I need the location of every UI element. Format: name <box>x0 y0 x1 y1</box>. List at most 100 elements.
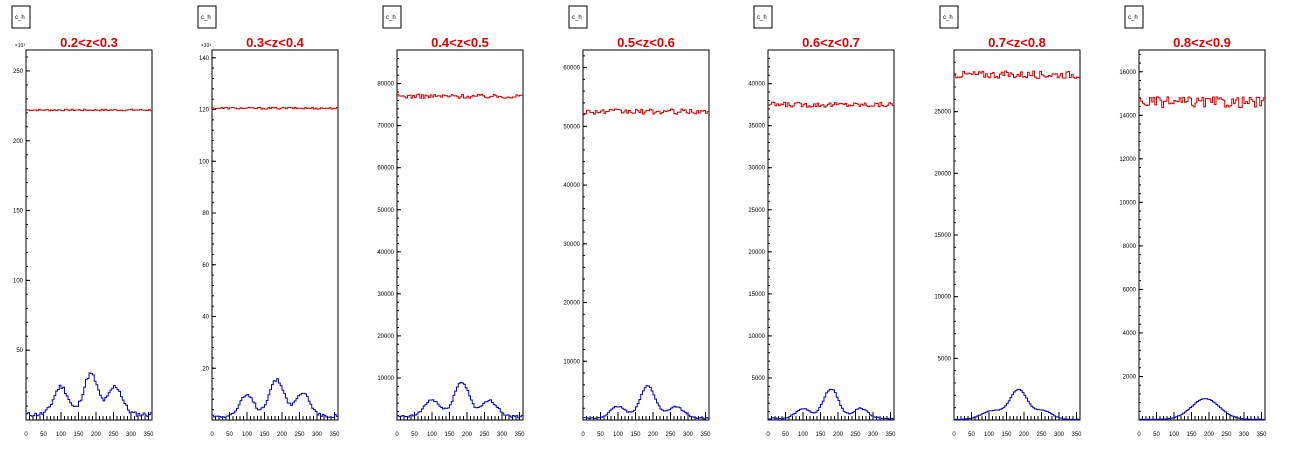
y-tick-label: 10000 <box>377 376 394 382</box>
y-tick-label: 4000 <box>1123 331 1137 337</box>
series-line-top <box>212 106 338 110</box>
chart-panel-3: c_h 0.4<z<0.5 0 50 100 150 200 250 300 350 10000 20… <box>377 5 525 438</box>
x-tick-label: 250 <box>665 432 676 438</box>
series-line-bottom <box>212 378 338 419</box>
x-tick-label: 0 <box>766 432 770 438</box>
x-tick-label: 200 <box>1204 432 1215 438</box>
chart-panel-2: c_h 0.3<z<0.4 ×10³ 0 50 100 150 200 250 300 350 20 4… <box>197 5 340 438</box>
x-tick-label: 350 <box>329 432 340 438</box>
x-tick-label: 300 <box>126 432 137 438</box>
series-line-bottom <box>954 388 1080 421</box>
x-tick-label: 150 <box>444 432 455 438</box>
x-tick-label: 200 <box>833 432 844 438</box>
x-tick-label: 150 <box>259 432 270 438</box>
x-tick-label: 350 <box>700 432 711 438</box>
y-tick-label: 140 <box>199 56 210 62</box>
chart-title: 0.4<z<0.5 <box>431 35 489 50</box>
chart-panel-7: c_h 0.8<z<0.9 0 50 100 150 200 250 300 350 2000 400… <box>1119 5 1267 438</box>
stat-box-label: c_h <box>15 15 25 21</box>
stat-box: c_h <box>753 5 773 29</box>
stat-box-frame <box>568 5 588 29</box>
series-line-top <box>397 93 523 99</box>
x-tick-label: 0 <box>581 432 585 438</box>
y-tick-label: 6000 <box>1123 287 1137 293</box>
plot-frame <box>25 49 153 421</box>
y-tick-label: 40000 <box>377 250 394 256</box>
x-tick-label: 0 <box>1137 432 1141 438</box>
plot-frame <box>953 49 1081 421</box>
stat-box-label: c_h <box>386 15 396 21</box>
y-tick-label: 10000 <box>748 334 765 340</box>
y-tick-label: 150 <box>13 209 24 215</box>
series-line-bottom <box>583 385 709 420</box>
x-tick-label: 250 <box>850 432 861 438</box>
x-tick-label: 150 <box>630 432 641 438</box>
chart-panel-1: c_h 0.2<z<0.3 ×10³ 0 50 100 150 200 250 300 350 50 1… <box>11 5 154 438</box>
stat-box-label: c_h <box>757 15 767 21</box>
stat-box-frame <box>1124 5 1144 29</box>
y-exponent-label: ×10³ <box>15 43 25 49</box>
stat-box-label: c_h <box>572 15 582 21</box>
x-tick-label: 300 <box>312 432 323 438</box>
y-tick-label: 30000 <box>563 242 580 248</box>
y-tick-label: 80000 <box>377 82 394 88</box>
series-line-bottom <box>1139 398 1265 421</box>
y-tick-label: 100 <box>13 278 24 284</box>
y-tick-label: 15000 <box>748 292 765 298</box>
y-tick-label: 5000 <box>938 356 952 362</box>
x-tick-label: 200 <box>91 432 102 438</box>
x-tick-label: 0 <box>395 432 399 438</box>
y-tick-label: 25000 <box>934 110 951 116</box>
x-tick-label: 250 <box>1036 432 1047 438</box>
y-tick-label: 60 <box>202 263 209 269</box>
chart-panel-6: c_h 0.7<z<0.8 0 50 100 150 200 250 300 350 5000 100… <box>934 5 1082 438</box>
y-tick-label: 30000 <box>748 166 765 172</box>
y-tick-label: 250 <box>13 69 24 75</box>
stat-box-frame <box>939 5 959 29</box>
x-tick-label: 350 <box>514 432 525 438</box>
stat-box-frame <box>197 5 217 29</box>
y-tick-label: 70000 <box>377 124 394 130</box>
x-tick-label: 250 <box>294 432 305 438</box>
x-tick-label: 150 <box>815 432 826 438</box>
x-tick-label: 50 <box>968 432 975 438</box>
chart-title: 0.2<z<0.3 <box>60 35 118 50</box>
y-tick-label: 20000 <box>377 334 394 340</box>
stat-box-frame <box>11 5 31 29</box>
x-tick-label: 200 <box>1019 432 1030 438</box>
y-tick-label: 35000 <box>748 124 765 130</box>
series-line-top <box>583 108 709 115</box>
y-tick-label: 10000 <box>934 295 951 301</box>
series-line-top <box>954 70 1080 79</box>
x-tick-label: 350 <box>885 432 896 438</box>
chart-title: 0.7<z<0.8 <box>988 35 1046 50</box>
x-tick-label: 250 <box>1221 432 1232 438</box>
stat-box: c_h <box>197 5 217 29</box>
x-tick-label: 0 <box>210 432 214 438</box>
stat-box: c_h <box>1124 5 1144 29</box>
x-tick-label: 50 <box>1153 432 1160 438</box>
chart-title: 0.3<z<0.4 <box>246 35 305 50</box>
x-tick-label: 250 <box>108 432 119 438</box>
x-tick-label: 100 <box>613 432 624 438</box>
stat-box: c_h <box>568 5 588 29</box>
series-line-top <box>768 101 894 108</box>
x-tick-label: 150 <box>73 432 84 438</box>
y-tick-label: 8000 <box>1123 244 1137 250</box>
series-line-bottom <box>397 381 523 419</box>
y-tick-label: 50 <box>16 348 23 354</box>
x-tick-label: 0 <box>952 432 956 438</box>
y-tick-label: 50000 <box>563 124 580 130</box>
series-line-top <box>26 108 152 112</box>
stat-box-frame <box>382 5 402 29</box>
x-tick-label: 350 <box>1256 432 1267 438</box>
y-tick-label: 120 <box>199 108 210 114</box>
series-line-bottom <box>768 388 894 420</box>
y-tick-label: 20000 <box>934 171 951 177</box>
x-tick-label: 50 <box>597 432 604 438</box>
y-tick-label: 25000 <box>748 208 765 214</box>
y-tick-label: 12000 <box>1119 157 1136 163</box>
plot-frame <box>1138 49 1266 421</box>
chart-title: 0.8<z<0.9 <box>1173 35 1231 50</box>
